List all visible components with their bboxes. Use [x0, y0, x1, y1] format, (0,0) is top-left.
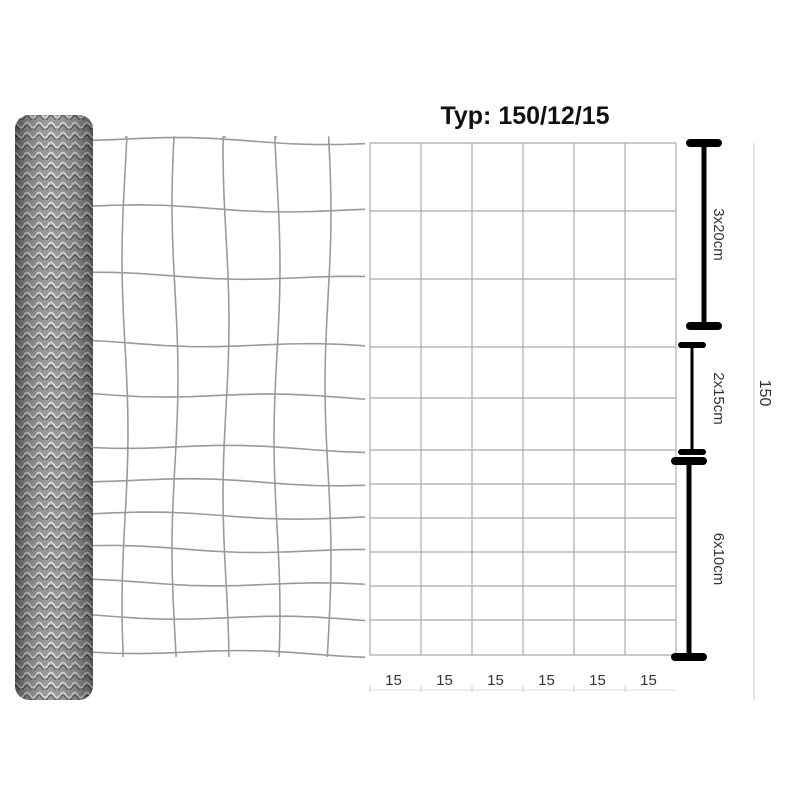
- column-spacing-label: 15: [385, 672, 402, 689]
- column-spacing-label: 15: [487, 672, 504, 689]
- wavy-fence-mesh: [89, 136, 366, 659]
- vertical-wire: [273, 136, 281, 658]
- horizontal-wire: [89, 339, 366, 348]
- vertical-wire: [324, 136, 332, 658]
- horizontal-wire: [89, 649, 366, 659]
- bracket-label: 6x10cm: [710, 533, 727, 586]
- spacing-bracket: 3x20cm: [686, 139, 727, 330]
- vertical-wire: [121, 136, 129, 658]
- vertical-wire: [222, 136, 230, 658]
- column-spacing-label: 15: [436, 672, 453, 689]
- horizontal-wire: [89, 578, 366, 587]
- horizontal-wire: [89, 544, 366, 554]
- fence-type-title: Typ: 150/12/15: [440, 102, 609, 130]
- horizontal-wire: [89, 392, 366, 401]
- horizontal-wire: [89, 511, 366, 520]
- horizontal-wire: [89, 136, 366, 146]
- column-spacing-label: 15: [589, 672, 606, 689]
- column-spacing-label: 15: [640, 672, 657, 689]
- spacing-bracket: 6x10cm: [671, 457, 727, 661]
- spacing-bracket: 2x15cm: [678, 342, 727, 455]
- fence-roll: [15, 115, 93, 700]
- horizontal-wire: [89, 204, 366, 213]
- column-spacing-label: 15: [538, 672, 555, 689]
- dimension-lines: 150 15 15 15 15 15 15: [369, 143, 773, 700]
- fence-grid: [369, 142, 677, 656]
- horizontal-wire: [89, 444, 366, 454]
- total-height-label: 150: [756, 380, 773, 407]
- bracket-label: 3x20cm: [710, 208, 727, 261]
- horizontal-wire: [89, 613, 366, 622]
- horizontal-wire: [89, 477, 366, 487]
- horizontal-wire: [89, 271, 366, 281]
- vertical-wire: [171, 136, 179, 658]
- bracket-label: 2x15cm: [710, 372, 727, 425]
- spacing-brackets: 3x20cm 2x15cm 6x10cm: [671, 139, 727, 661]
